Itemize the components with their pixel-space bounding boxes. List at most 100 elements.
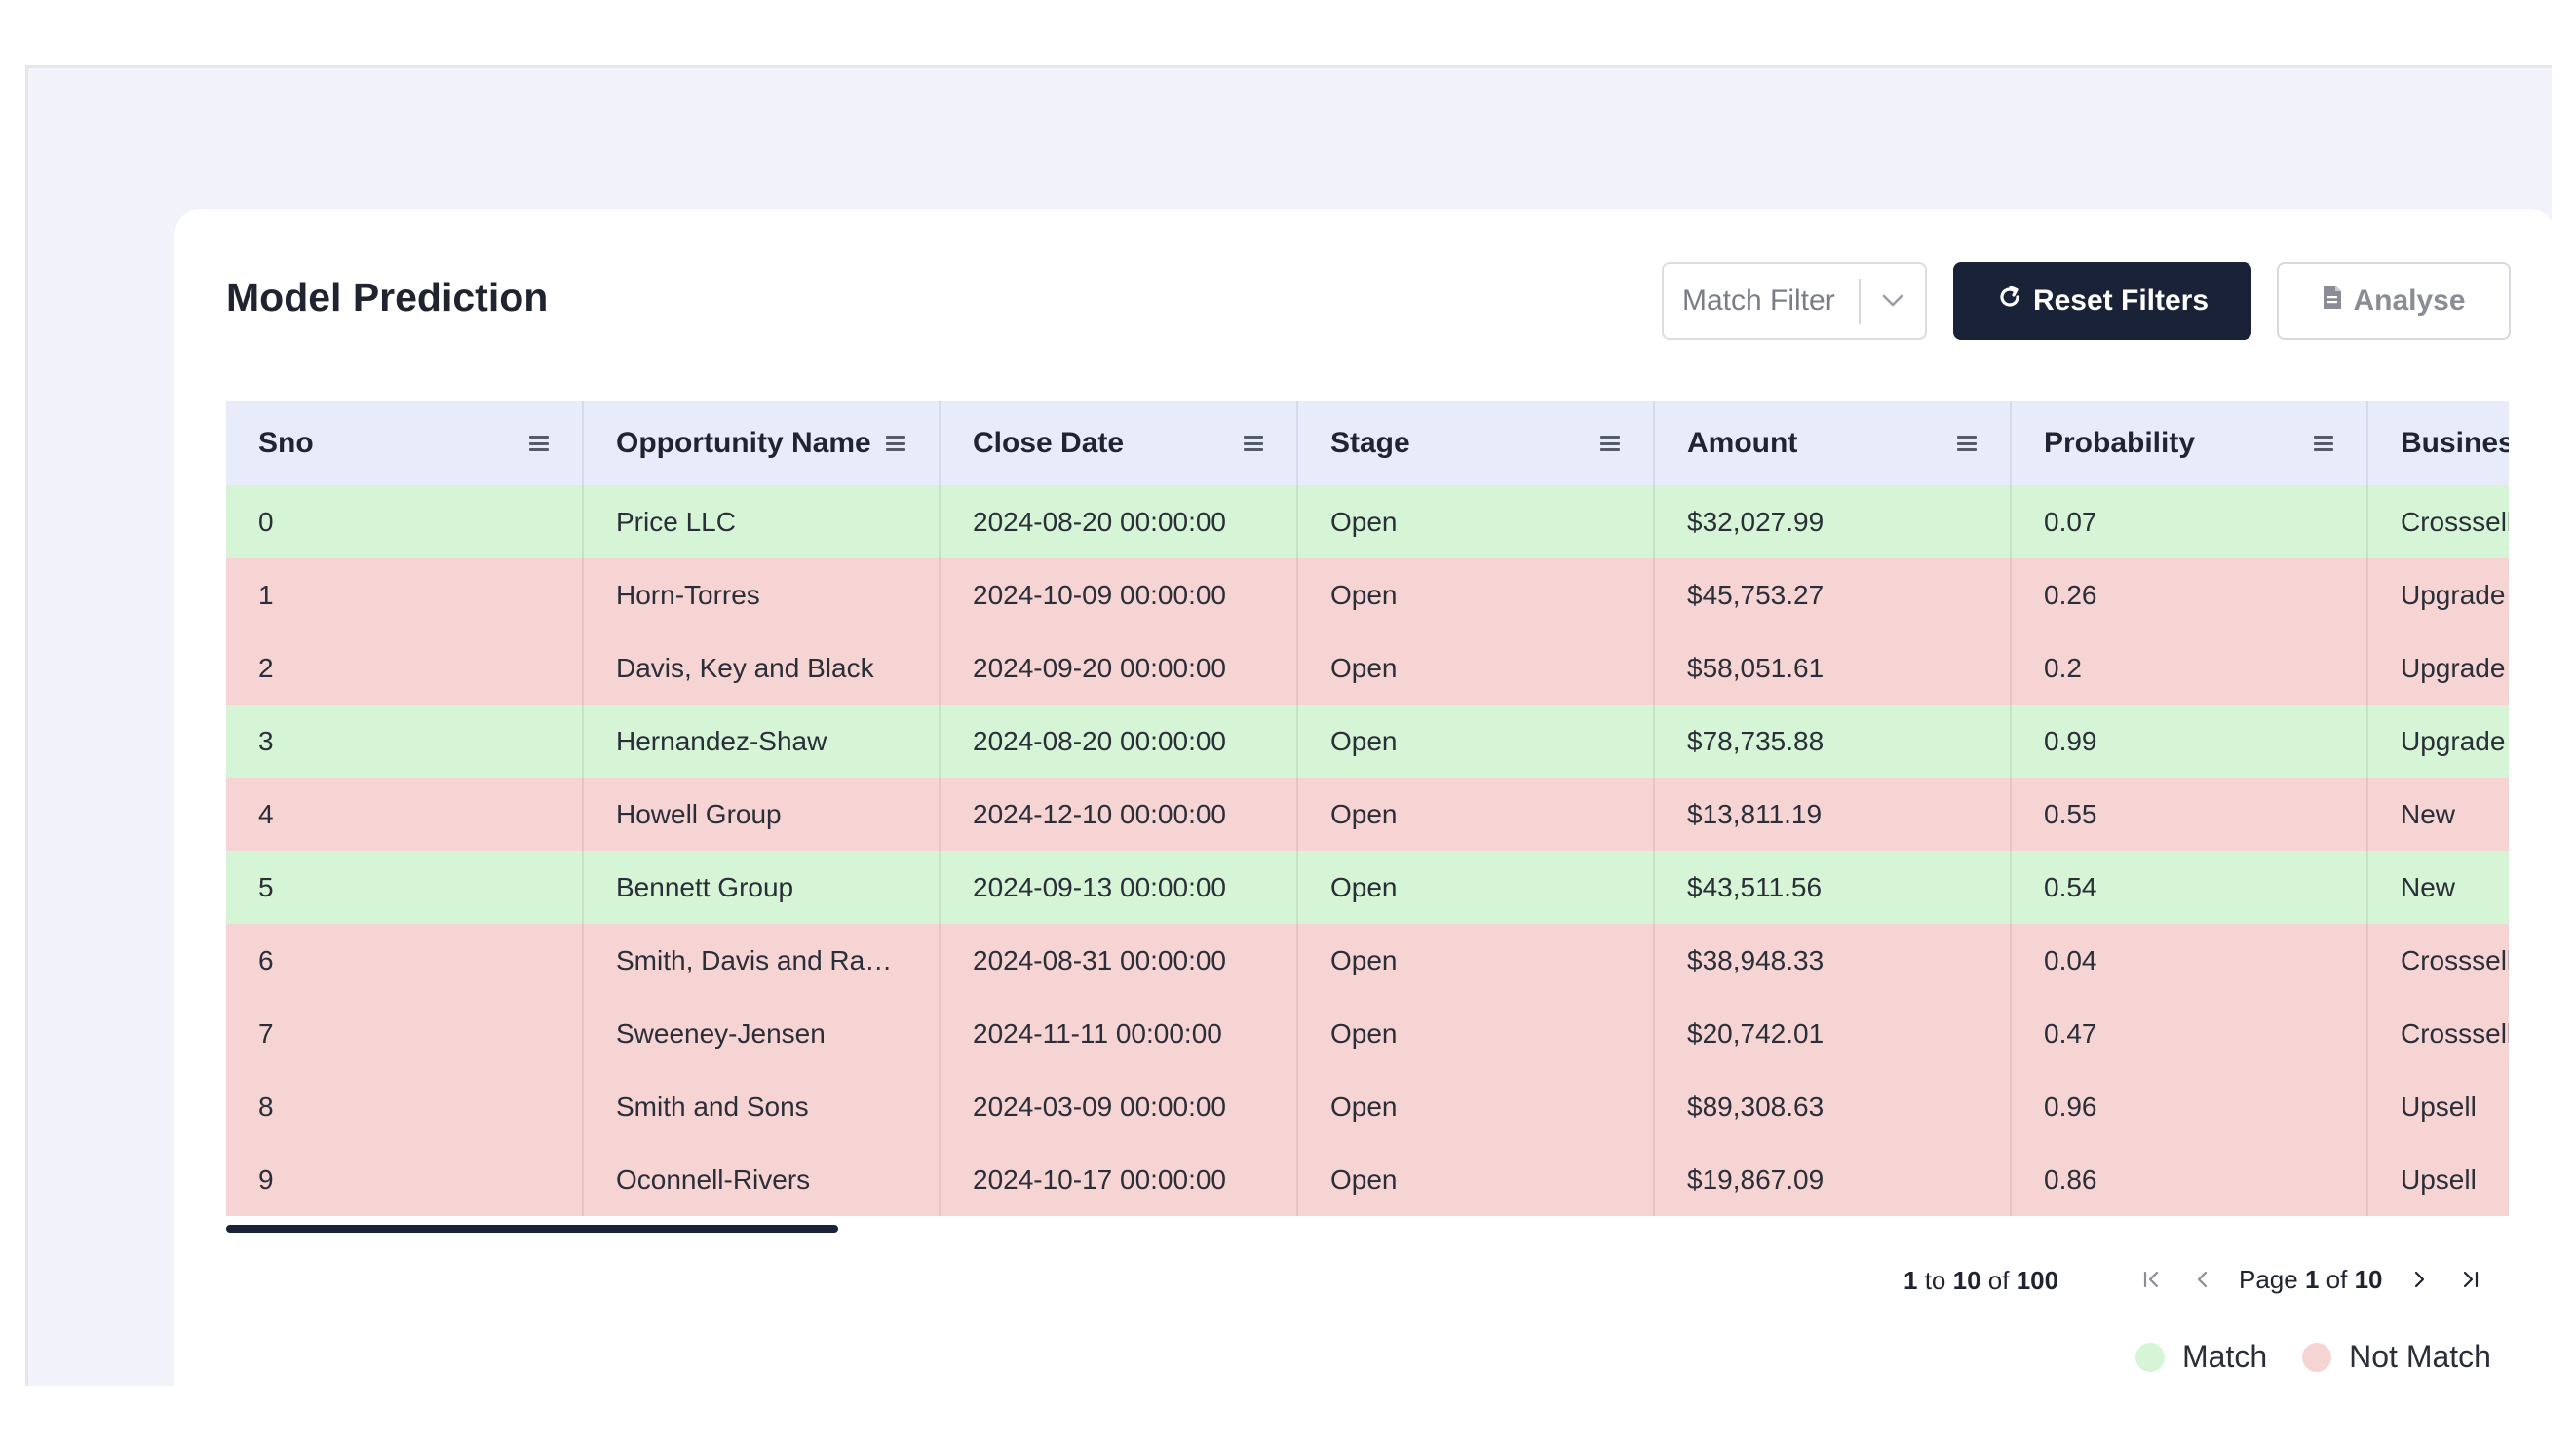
table-cell: 5 <box>226 851 584 924</box>
table-cell: 3 <box>226 705 584 778</box>
table-cell: Open <box>1297 778 1655 851</box>
table-cell: Open <box>1297 997 1655 1070</box>
table-cell: Davis, Key and Black <box>583 631 941 705</box>
table-cell: 2024-10-09 00:00:00 <box>940 558 1298 631</box>
reset-filters-label: Reset Filters <box>2032 285 2210 317</box>
table-row[interactable]: 3 Hernandez-Shaw 2024-08-20 00:00:00 Open $7… <box>226 705 2509 778</box>
table-cell: $20,742.01 <box>1654 997 2012 1070</box>
previous-page-icon[interactable] <box>2188 1260 2217 1299</box>
legend-match-label: Match <box>2182 1339 2268 1374</box>
next-page-icon[interactable] <box>2404 1260 2434 1299</box>
table-cell: 0.04 <box>2011 924 2368 997</box>
table-cell: Crosssell <box>2367 924 2509 997</box>
table-cell: $45,753.27 <box>1654 558 2012 631</box>
table-cell: $38,948.33 <box>1654 924 2012 997</box>
column-menu-icon[interactable] <box>2314 436 2333 451</box>
table-row[interactable]: 1 Horn-Torres 2024-10-09 00:00:00 Open $45,7… <box>226 558 2509 631</box>
table-row[interactable]: 5 Bennett Group 2024-09-13 00:00:00 Open $43… <box>226 851 2509 924</box>
reset-filters-button[interactable]: Reset Filters <box>1953 262 2251 340</box>
table-cell: 0.07 <box>2011 485 2368 558</box>
column-menu-icon[interactable] <box>1600 436 1620 451</box>
range-total: 100 <box>2016 1266 2059 1295</box>
column-header[interactable]: Opportunity Name <box>583 401 941 485</box>
table-cell: 2024-08-31 00:00:00 <box>940 924 1298 997</box>
table-cell: Open <box>1297 851 1655 924</box>
table-cell: $58,051.61 <box>1654 631 2012 705</box>
horizontal-scrollbar[interactable] <box>226 1225 838 1233</box>
table-cell: 0.2 <box>2011 631 2368 705</box>
table-cell: Upgrade <box>2367 558 2509 631</box>
prediction-table: Sno Opportunity Name Close Date Stage Amount… <box>226 401 2509 1219</box>
column-header[interactable]: Close Date <box>940 401 1298 485</box>
table-cell: Bennett Group <box>583 851 941 924</box>
table-cell: Upsell <box>2367 1070 2509 1143</box>
page-title: Model Prediction <box>226 275 549 320</box>
table-row[interactable]: 9 Oconnell-Rivers 2024-10-17 00:00:00 Open $… <box>226 1143 2509 1216</box>
page-word: Page <box>2239 1264 2298 1294</box>
range-of-word: of <box>1987 1266 2010 1295</box>
legend: Match Not Match <box>2135 1339 2491 1375</box>
column-header[interactable]: Busines <box>2367 401 2509 485</box>
column-header[interactable]: Sno <box>226 401 584 485</box>
table-cell: Hernandez-Shaw <box>583 705 941 778</box>
table-cell: Upsell <box>2367 1143 2509 1216</box>
model-prediction-card: Model Prediction Match Filter Reset Filt… <box>174 209 2556 1430</box>
column-menu-icon[interactable] <box>1957 436 1977 451</box>
table-row[interactable]: 6 Smith, Davis and Ramir... 2024-08-31 00:… <box>226 924 2509 997</box>
table-row[interactable]: 0 Price LLC 2024-08-20 00:00:00 Open $32,027… <box>226 485 2509 558</box>
legend-item-not-match: Not Match <box>2302 1339 2491 1375</box>
table-cell: 4 <box>226 778 584 851</box>
column-header[interactable]: Stage <box>1297 401 1655 485</box>
table-cell: Howell Group <box>583 778 941 851</box>
table-cell: $43,511.56 <box>1654 851 2012 924</box>
pagination-summary: 1 to 10 of 100 <box>1903 1266 2058 1296</box>
table-cell: 0.47 <box>2011 997 2368 1070</box>
app-background: Model Prediction Match Filter Reset Filt… <box>25 65 2556 1430</box>
column-menu-icon[interactable] <box>886 436 905 451</box>
table-cell: Upgrade <box>2367 705 2509 778</box>
table-cell: 0.86 <box>2011 1143 2368 1216</box>
range-to-word: to <box>1924 1266 1946 1295</box>
table-cell: 0 <box>226 485 584 558</box>
match-filter-select[interactable]: Match Filter <box>1662 262 1927 340</box>
table-row[interactable]: 7 Sweeney-Jensen 2024-11-11 00:00:00 Open $2… <box>226 997 2509 1070</box>
column-header-label: Busines <box>2401 427 2509 459</box>
table-cell: Horn-Torres <box>583 558 941 631</box>
table-cell: Open <box>1297 1143 1655 1216</box>
table-cell: Open <box>1297 1070 1655 1143</box>
table-cell: $32,027.99 <box>1654 485 2012 558</box>
column-header-label: Amount <box>1687 427 1798 459</box>
first-page-icon[interactable] <box>2137 1260 2167 1299</box>
table-cell: Open <box>1297 631 1655 705</box>
table-cell: 6 <box>226 924 584 997</box>
table-cell: $13,811.19 <box>1654 778 2012 851</box>
table-cell: 8 <box>226 1070 584 1143</box>
table-cell: 9 <box>226 1143 584 1216</box>
analyse-button[interactable]: Analyse <box>2277 262 2511 340</box>
table-cell: Sweeney-Jensen <box>583 997 941 1070</box>
column-header-label: Opportunity Name <box>616 427 871 459</box>
refresh-icon <box>1996 284 2023 319</box>
range-to: 10 <box>1952 1266 1981 1295</box>
table-cell: 2024-10-17 00:00:00 <box>940 1143 1298 1216</box>
table-row[interactable]: 4 Howell Group 2024-12-10 00:00:00 Open $13,… <box>226 778 2509 851</box>
column-header-label: Stage <box>1330 427 1410 459</box>
table-cell: 7 <box>226 997 584 1070</box>
table-cell: 0.55 <box>2011 778 2368 851</box>
total-pages: 10 <box>2354 1264 2383 1294</box>
table-row[interactable]: 2 Davis, Key and Black 2024-09-20 00:00:00… <box>226 631 2509 705</box>
table-cell: Upgrade <box>2367 631 2509 705</box>
column-menu-icon[interactable] <box>1244 436 1263 451</box>
column-header[interactable]: Amount <box>1654 401 2012 485</box>
range-from: 1 <box>1903 1266 1918 1295</box>
last-page-icon[interactable] <box>2455 1260 2484 1299</box>
match-swatch <box>2135 1342 2165 1372</box>
table-row[interactable]: 8 Smith and Sons 2024-03-09 00:00:00 Open $8… <box>226 1070 2509 1143</box>
column-menu-icon[interactable] <box>529 436 549 451</box>
page-of-word: of <box>2326 1264 2348 1294</box>
column-header[interactable]: Probability <box>2011 401 2368 485</box>
chevron-down-icon[interactable] <box>1861 294 1925 308</box>
pagination-controls: Page 1 of 10 <box>2137 1257 2484 1302</box>
table-cell: 2024-11-11 00:00:00 <box>940 997 1298 1070</box>
table-cell: 2024-12-10 00:00:00 <box>940 778 1298 851</box>
